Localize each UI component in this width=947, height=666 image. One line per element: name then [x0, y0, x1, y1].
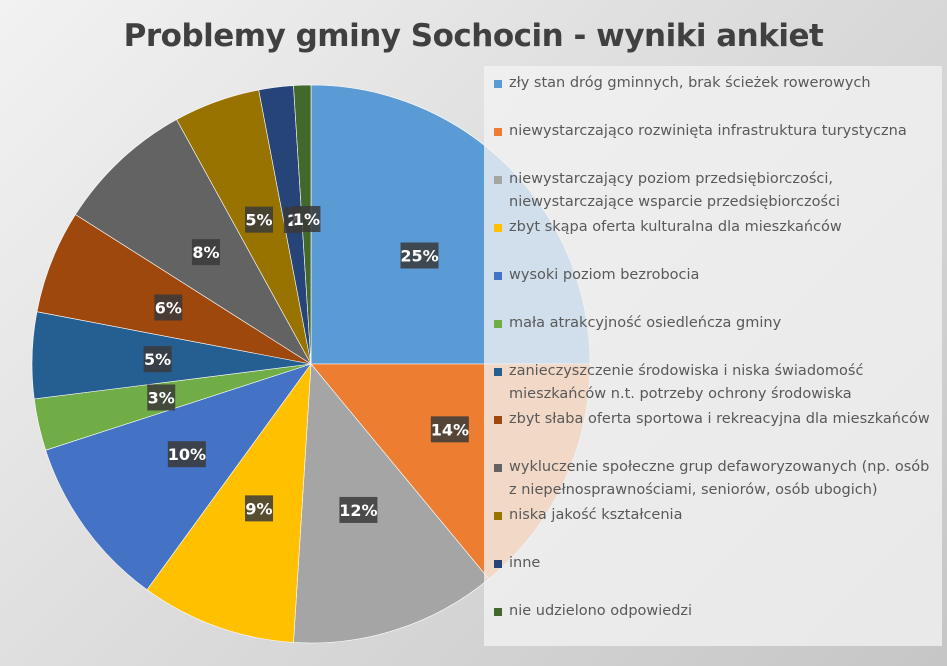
pie-slice-5 — [45, 363, 312, 591]
legend-swatch — [494, 512, 502, 520]
legend-swatch — [494, 224, 502, 232]
data-label-3: 12% — [339, 496, 378, 523]
chart-title: Problemy gminy Sochocin - wyniki ankiet — [123, 18, 824, 54]
svg-text:3%: 3% — [148, 388, 175, 407]
legend-label: zbyt słaba oferta sportowa i rekreacyjna… — [509, 411, 930, 427]
svg-text:9%: 9% — [245, 499, 272, 518]
data-label-9: 8% — [191, 239, 220, 266]
data-label-1: 25% — [400, 242, 439, 269]
pie-slice-3 — [293, 363, 490, 644]
legend-swatch — [494, 560, 502, 568]
svg-text:14%: 14% — [431, 420, 469, 439]
svg-text:6%: 6% — [155, 299, 182, 318]
legend-item-1: zły stan dróg gminnych, brak ścieżek row… — [494, 72, 940, 95]
data-label-6: 3% — [147, 384, 176, 411]
legend-item-7: zanieczyszczenie środowiska i niska świa… — [494, 360, 940, 406]
svg-text:25%: 25% — [400, 246, 438, 265]
legend-item-9: wykluczenie społeczne grup defaworyzowan… — [494, 456, 940, 502]
legend-swatch — [494, 464, 502, 472]
legend-item-10: niska jakość kształcenia — [494, 504, 940, 527]
legend-label: zbyt skąpa oferta kulturalna dla mieszka… — [509, 219, 842, 235]
legend-item-5: wysoki poziom bezrobocia — [494, 264, 940, 287]
pie-slice-4 — [146, 362, 312, 643]
data-label-12: 1% — [292, 205, 321, 232]
svg-text:8%: 8% — [192, 243, 219, 262]
legend-label: mała atrakcyjność osiedleńcza gminy — [509, 315, 782, 331]
legend-item-12: nie udzielono odpowiedzi — [494, 600, 940, 623]
legend-swatch — [494, 608, 502, 616]
data-label-7: 5% — [143, 346, 172, 373]
legend-label: nie udzielono odpowiedzi — [509, 603, 693, 619]
svg-text:5%: 5% — [144, 350, 171, 369]
legend-swatch — [494, 272, 502, 280]
legend-label: zanieczyszczenie środowiska i niska świa… — [509, 363, 864, 402]
data-label-10: 5% — [245, 206, 274, 233]
legend-item-11: inne — [494, 552, 940, 575]
legend-label: wykluczenie społeczne grup defaworyzowan… — [509, 459, 930, 498]
legend-swatch — [494, 176, 502, 184]
legend-label: niska jakość kształcenia — [509, 507, 683, 523]
legend-item-2: niewystarczająco rozwinięta infrastruktu… — [494, 120, 940, 143]
data-label-4: 9% — [245, 495, 274, 522]
legend-swatch — [494, 80, 502, 88]
legend-label: zły stan dróg gminnych, brak ścieżek row… — [509, 75, 871, 91]
data-label-2: 14% — [431, 416, 469, 443]
legend-label: niewystarczająco rozwinięta infrastruktu… — [509, 123, 907, 139]
svg-text:10%: 10% — [168, 445, 206, 464]
chart-legend: zły stan dróg gminnych, brak ścieżek row… — [484, 66, 942, 646]
svg-text:5%: 5% — [245, 211, 272, 230]
legend-label: inne — [509, 555, 541, 571]
data-label-5: 10% — [168, 441, 206, 468]
legend-label: niewystarczający poziom przedsiębiorczoś… — [509, 171, 841, 210]
legend-item-4: zbyt skąpa oferta kulturalna dla mieszka… — [494, 216, 940, 239]
legend-swatch — [494, 320, 502, 328]
data-label-8: 6% — [154, 294, 183, 321]
legend-swatch — [494, 128, 502, 136]
svg-text:12%: 12% — [339, 501, 377, 520]
legend-swatch — [494, 416, 502, 424]
legend-label: wysoki poziom bezrobocia — [509, 267, 700, 283]
legend-item-8: zbyt słaba oferta sportowa i rekreacyjna… — [494, 408, 940, 431]
legend-item-3: niewystarczający poziom przedsiębiorczoś… — [494, 168, 940, 214]
legend-item-6: mała atrakcyjność osiedleńcza gminy — [494, 312, 940, 335]
svg-text:1%: 1% — [293, 210, 320, 229]
legend-swatch — [494, 368, 502, 376]
